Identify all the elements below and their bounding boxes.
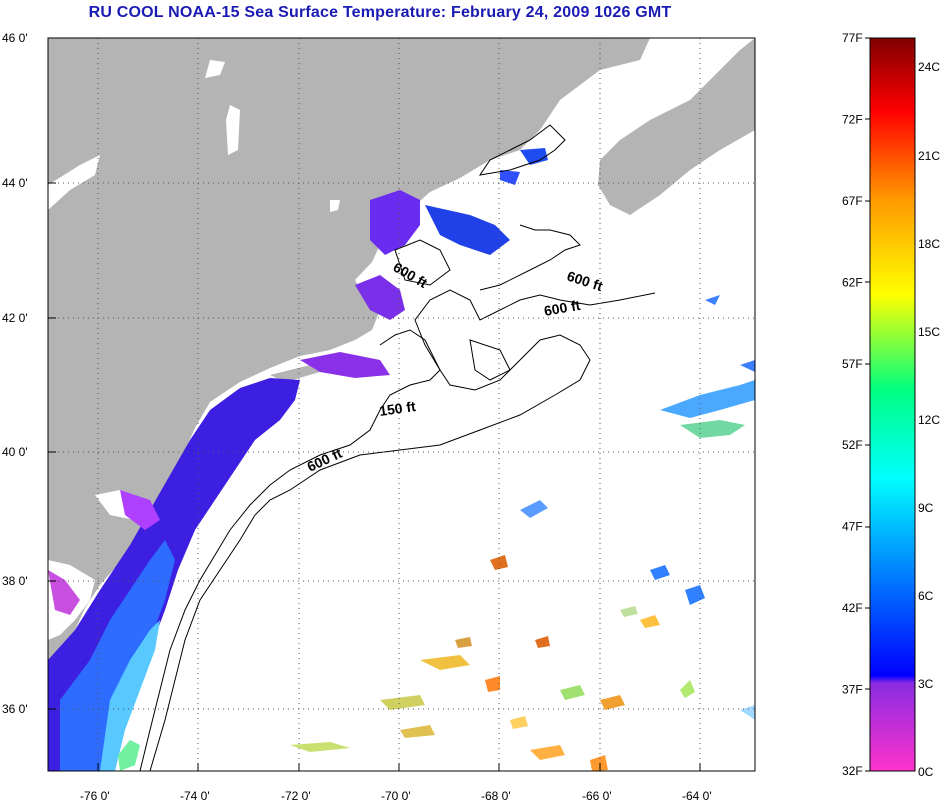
map-frame [47,37,756,772]
lon-tick-label: -64 0' [682,789,712,803]
contour-line [479,224,581,291]
lake [330,200,340,212]
lake [205,60,225,78]
lat-tick-label: 40 0' [2,445,28,459]
map-title: RU COOL NOAA-15 Sea Surface Temperature:… [88,4,672,21]
contour-label: 150 ft [378,398,417,419]
lat-tick-label: 44 0' [2,176,28,190]
graticule [48,38,755,771]
bathymetry-contours [139,124,656,771]
lake [226,105,240,155]
land-nova-scotia [598,38,755,215]
contour-line [478,124,566,176]
lon-tick-label: -74 0' [180,789,210,803]
tick-marks [48,37,701,771]
lon-tick-label: -72 0' [281,789,311,803]
lon-tick-label: -76 0' [80,789,110,803]
contour-label: 600 ft [543,297,582,319]
sst-offshore-patches [290,295,755,771]
contour-line [139,329,441,771]
contour-line [469,339,511,381]
lat-tick-label: 46 0' [2,31,28,45]
sst-coastal-patches [48,148,548,771]
lon-tick-label: -68 0' [481,789,511,803]
land-us-mainland [48,38,650,665]
lon-tick-label: -70 0' [381,789,411,803]
contour-line [149,289,656,771]
lat-tick-label: 42 0' [2,311,28,325]
lat-tick-label: 38 0' [2,574,28,588]
lon-tick-label: -66 0' [582,789,612,803]
contour-line [394,239,451,286]
lat-tick-label: 36 0' [2,702,28,716]
